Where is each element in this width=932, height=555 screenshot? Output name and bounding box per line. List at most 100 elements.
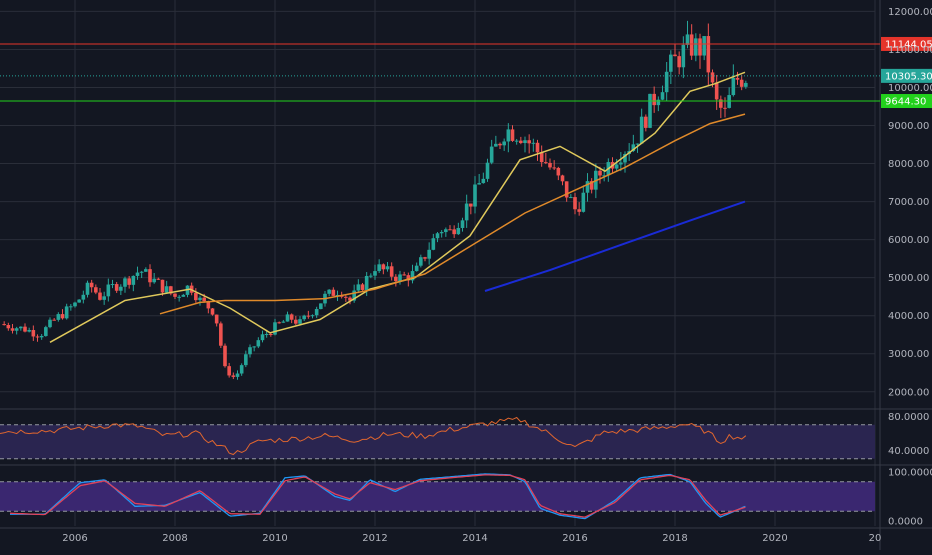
candle-up[interactable]	[56, 314, 61, 320]
candle-up[interactable]	[669, 54, 673, 72]
candle-up[interactable]	[81, 294, 86, 300]
candle-up[interactable]	[106, 284, 111, 297]
candle-up[interactable]	[656, 99, 661, 106]
candle-up[interactable]	[635, 143, 640, 145]
candle-down[interactable]	[573, 197, 577, 210]
candle-down[interactable]	[294, 319, 298, 324]
candle-down[interactable]	[644, 116, 648, 128]
candle-down[interactable]	[289, 314, 294, 320]
candle-down[interactable]	[360, 284, 365, 290]
candle-up[interactable]	[352, 290, 356, 301]
candle-up[interactable]	[664, 71, 669, 93]
candle-up[interactable]	[302, 315, 306, 320]
candle-up[interactable]	[377, 264, 381, 272]
candle-up[interactable]	[260, 334, 265, 341]
candle-up[interactable]	[119, 286, 123, 291]
candle-down[interactable]	[698, 38, 702, 56]
candle-up[interactable]	[244, 354, 248, 366]
candle-up[interactable]	[619, 162, 623, 165]
candle-down[interactable]	[710, 72, 715, 83]
candle-up[interactable]	[356, 284, 361, 291]
candle-down[interactable]	[31, 330, 36, 337]
candle-up[interactable]	[27, 330, 31, 332]
candle-down[interactable]	[194, 292, 198, 301]
candle-up[interactable]	[460, 220, 465, 228]
candle-up[interactable]	[435, 233, 440, 239]
candle-up[interactable]	[102, 296, 106, 300]
candle-down[interactable]	[10, 328, 15, 331]
candle-down[interactable]	[714, 82, 719, 100]
candle-down[interactable]	[331, 289, 336, 296]
candle-down[interactable]	[202, 297, 206, 302]
candle-down[interactable]	[519, 140, 523, 144]
candle-up[interactable]	[264, 333, 269, 335]
candle-down[interactable]	[719, 99, 723, 108]
candle-down[interactable]	[169, 286, 173, 294]
candle-up[interactable]	[327, 289, 331, 294]
candle-up[interactable]	[631, 144, 636, 152]
candle-up[interactable]	[569, 197, 573, 199]
candle-up[interactable]	[152, 278, 156, 283]
candle-down[interactable]	[402, 274, 406, 276]
candle-up[interactable]	[427, 249, 431, 259]
candle-down[interactable]	[735, 77, 740, 80]
candle-up[interactable]	[702, 36, 706, 56]
candle-up[interactable]	[235, 373, 240, 377]
candle-up[interactable]	[523, 140, 527, 144]
candle-down[interactable]	[160, 279, 165, 293]
candle-up[interactable]	[139, 271, 144, 273]
candle-up[interactable]	[123, 278, 127, 287]
candle-up[interactable]	[694, 38, 698, 56]
candle-up[interactable]	[144, 269, 148, 272]
candle-up[interactable]	[431, 238, 436, 250]
candle-down[interactable]	[23, 326, 27, 332]
candle-down[interactable]	[127, 278, 131, 285]
candle-up[interactable]	[110, 284, 115, 286]
candle-down[interactable]	[381, 264, 386, 270]
candle-up[interactable]	[310, 315, 315, 317]
candle-up[interactable]	[481, 178, 486, 184]
candle-down[interactable]	[723, 107, 727, 109]
candle-up[interactable]	[77, 299, 81, 303]
candle-up[interactable]	[744, 82, 748, 87]
candle-down[interactable]	[689, 34, 694, 56]
candle-down[interactable]	[535, 142, 540, 153]
candle-down[interactable]	[556, 167, 561, 176]
candle-down[interactable]	[469, 203, 473, 207]
candle-up[interactable]	[85, 282, 90, 295]
candle-up[interactable]	[648, 93, 652, 128]
candle-down[interactable]	[89, 282, 94, 288]
candle-up[interactable]	[135, 272, 140, 276]
candle-down[interactable]	[652, 93, 656, 106]
candle-up[interactable]	[39, 335, 44, 338]
candle-up[interactable]	[623, 153, 627, 163]
candle-up[interactable]	[256, 340, 261, 347]
candle-up[interactable]	[514, 140, 519, 142]
candle-up[interactable]	[660, 92, 665, 100]
candle-down[interactable]	[564, 181, 569, 198]
candle-up[interactable]	[444, 229, 448, 233]
candle-up[interactable]	[64, 306, 69, 319]
candle-down[interactable]	[210, 308, 215, 315]
candle-down[interactable]	[98, 292, 102, 300]
candle-down[interactable]	[394, 276, 398, 282]
candle-up[interactable]	[398, 274, 402, 282]
candle-down[interactable]	[510, 129, 515, 141]
candle-down[interactable]	[344, 296, 348, 298]
candle-down[interactable]	[156, 278, 161, 280]
candle-up[interactable]	[464, 203, 469, 221]
candle-down[interactable]	[423, 257, 427, 259]
candle-up[interactable]	[614, 164, 619, 169]
candle-down[interactable]	[560, 175, 565, 182]
candle-down[interactable]	[231, 375, 236, 377]
candle-down[interactable]	[227, 366, 231, 376]
candle-down[interactable]	[6, 324, 11, 329]
candle-up[interactable]	[48, 319, 52, 328]
candle-down[interactable]	[706, 36, 711, 73]
candle-down[interactable]	[406, 275, 411, 281]
rsi-pane[interactable]	[0, 416, 875, 460]
candle-up[interactable]	[19, 326, 23, 329]
candle-up[interactable]	[410, 271, 415, 281]
